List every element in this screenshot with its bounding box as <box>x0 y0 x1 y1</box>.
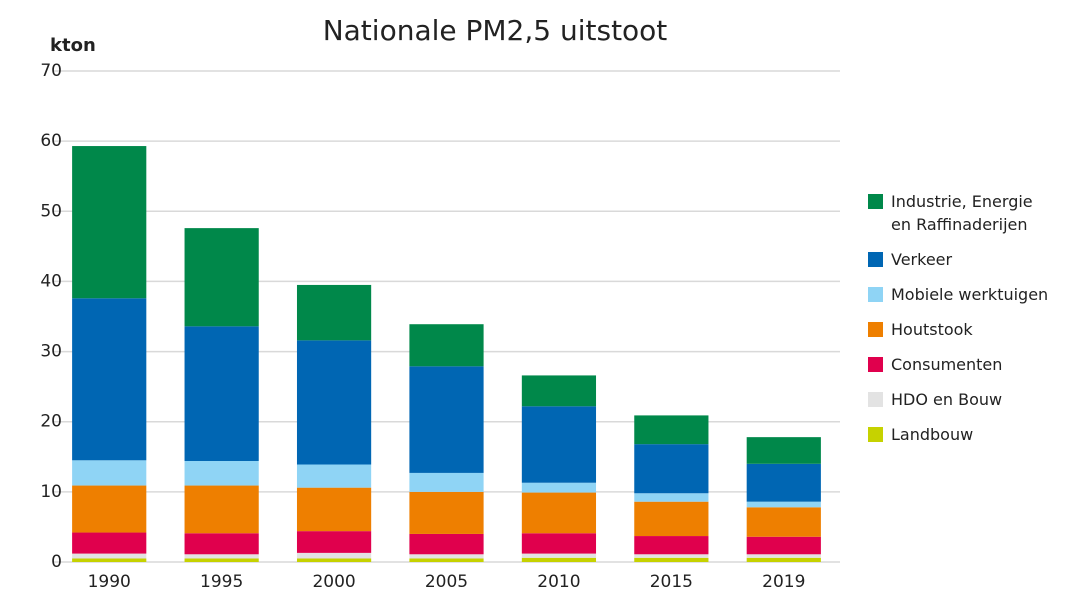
y-tick-label: 30 <box>40 342 62 362</box>
x-tick-label: 2015 <box>650 572 693 592</box>
chart-title: Nationale PM2,5 uitstoot <box>323 14 668 47</box>
y-tick-label: 50 <box>40 201 62 221</box>
bar-segment <box>634 557 709 562</box>
y-tick-label: 10 <box>40 482 62 502</box>
y-tick-label: 70 <box>40 61 62 81</box>
x-tick-label: 2019 <box>762 572 805 592</box>
bar-segment <box>184 228 259 327</box>
bar-segment <box>184 558 259 562</box>
bar-segment <box>634 536 709 555</box>
x-tick-label: 1995 <box>200 572 243 592</box>
legend-item: Consumenten <box>868 353 1068 376</box>
legend-label: Industrie, Energie en Raffinaderijen <box>891 192 1033 234</box>
legend-swatch <box>868 357 883 372</box>
legend-item: Industrie, Energie en Raffinaderijen <box>868 190 1068 236</box>
bar-segment <box>409 533 484 555</box>
bar-segment <box>409 558 484 562</box>
bar-segment <box>409 366 484 473</box>
bar-segment <box>521 406 597 483</box>
bar-segment <box>184 485 259 534</box>
bar-segment <box>634 501 709 537</box>
bar-segment <box>746 463 821 502</box>
x-tick-label: 2010 <box>537 572 580 592</box>
bar-segment <box>409 324 484 367</box>
bar-segment <box>409 472 484 492</box>
bar-segment <box>746 536 821 555</box>
legend: Industrie, Energie en Raffinaderijen Verk… <box>868 190 1068 458</box>
bar-segment <box>296 487 372 532</box>
bar-segment <box>296 340 372 465</box>
y-tick-label: 20 <box>40 412 62 432</box>
legend-label: Consumenten <box>891 355 1003 374</box>
legend-swatch <box>868 427 883 442</box>
bar-segment <box>521 553 597 558</box>
y-tick-label: 0 <box>51 552 62 572</box>
legend-item: HDO en Bouw <box>868 388 1068 411</box>
bar-segment <box>184 460 259 486</box>
bar-segment <box>296 531 372 553</box>
x-tick-label: 2000 <box>312 572 355 592</box>
y-tick-label: 60 <box>40 131 62 151</box>
legend-item: Mobiele werktuigen <box>868 283 1068 306</box>
legend-swatch <box>868 392 883 407</box>
bar-segment <box>746 501 821 508</box>
legend-label: Landbouw <box>891 425 974 444</box>
bar-segment <box>72 558 147 562</box>
legend-swatch <box>868 287 883 302</box>
legend-item: Houtstook <box>868 318 1068 341</box>
bar-segment <box>72 485 147 533</box>
bar-segment <box>746 557 821 562</box>
bar-segment <box>72 146 147 299</box>
legend-item: Landbouw <box>868 423 1068 446</box>
bar-segment <box>296 464 372 488</box>
bar-segment <box>521 482 597 493</box>
bar-segment <box>72 532 147 554</box>
bar-segment <box>634 554 709 558</box>
y-tick-label: 40 <box>40 271 62 291</box>
bar-segment <box>634 415 709 445</box>
bar-segment <box>296 558 372 562</box>
bar-segment <box>634 444 709 494</box>
legend-label: Houtstook <box>891 320 973 339</box>
bar-segment <box>184 533 259 555</box>
legend-swatch <box>868 252 883 267</box>
bar-segment <box>521 533 597 554</box>
bar-segment <box>634 493 709 502</box>
legend-swatch <box>868 322 883 337</box>
legend-label: Mobiele werktuigen <box>891 285 1049 304</box>
x-tick-label: 2005 <box>425 572 468 592</box>
x-tick-label: 1990 <box>88 572 131 592</box>
bar-segment <box>521 557 597 562</box>
legend-swatch <box>868 194 883 209</box>
bar-segment <box>184 326 259 461</box>
bar-segment <box>409 554 484 559</box>
bar-segment <box>184 554 259 559</box>
legend-label: HDO en Bouw <box>891 390 1003 409</box>
bar-segment <box>521 375 597 407</box>
legend-item: Verkeer <box>868 248 1068 271</box>
bar-segment <box>746 507 821 537</box>
bar-segment <box>72 298 147 461</box>
bar-segment <box>746 554 821 558</box>
bar-segment <box>746 437 821 464</box>
y-axis-label: kton <box>50 35 96 56</box>
bar-segment <box>296 284 372 341</box>
legend-label: Verkeer <box>891 250 953 269</box>
bar-segment <box>72 460 147 486</box>
bar-segment <box>72 553 147 559</box>
bar-segment <box>409 491 484 534</box>
bar-segment <box>296 552 372 559</box>
bar-segment <box>521 492 597 534</box>
